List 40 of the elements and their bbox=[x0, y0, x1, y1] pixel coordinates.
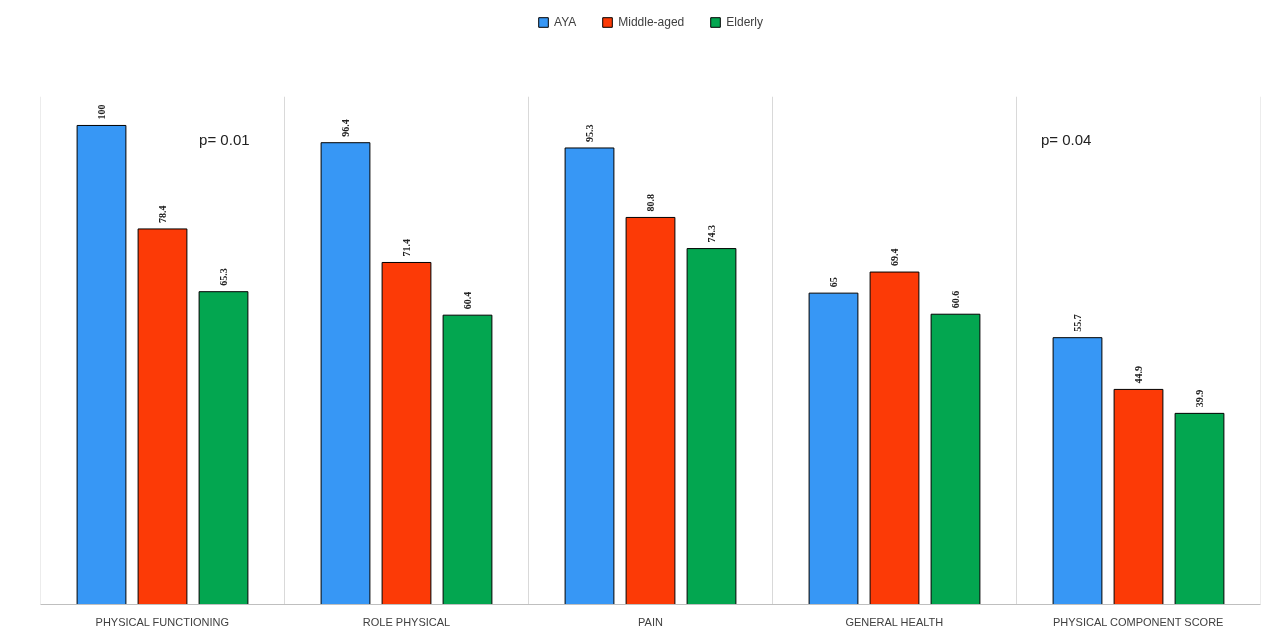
data-label: 65 bbox=[828, 277, 839, 288]
bar bbox=[808, 292, 859, 605]
annotation: p= 0.01 bbox=[199, 131, 250, 149]
data-label: 74.3 bbox=[706, 225, 717, 243]
x-tick-label: ROLE PHYSICAL bbox=[362, 615, 451, 628]
annotation: p= 0.04 bbox=[1040, 131, 1092, 149]
data-label: 80.8 bbox=[645, 193, 656, 212]
data-label: 65.3 bbox=[218, 268, 229, 286]
bar bbox=[625, 216, 676, 605]
data-label: 71.4 bbox=[401, 238, 412, 257]
bar bbox=[1113, 388, 1164, 605]
bar bbox=[1174, 412, 1225, 605]
bar bbox=[686, 248, 737, 605]
bar bbox=[564, 147, 615, 605]
bar bbox=[320, 142, 371, 605]
data-label: 60.4 bbox=[462, 291, 473, 310]
data-label: 96.4 bbox=[340, 119, 351, 137]
bar bbox=[137, 228, 188, 605]
data-label: 100 bbox=[96, 104, 107, 120]
data-label: 95.3 bbox=[584, 124, 595, 142]
bar bbox=[930, 313, 981, 605]
bar bbox=[442, 314, 493, 605]
x-tick-label: GENERAL HEALTH bbox=[845, 615, 944, 628]
data-label: 55.7 bbox=[1072, 314, 1083, 332]
x-tick-label: PHYSICAL FUNCTIONING bbox=[95, 615, 230, 628]
bar bbox=[1052, 337, 1103, 605]
x-tick-label: PHYSICAL COMPONENT SCORE bbox=[1052, 615, 1224, 628]
data-label: 60.6 bbox=[950, 290, 961, 309]
legend-label: Middle-aged bbox=[618, 15, 685, 29]
data-label: 69.4 bbox=[889, 248, 900, 267]
x-tick-label: PAIN bbox=[638, 615, 663, 628]
bar bbox=[198, 291, 249, 605]
bar bbox=[381, 261, 432, 605]
bar bbox=[76, 124, 127, 605]
legend-label: AYA bbox=[554, 15, 577, 29]
bar bbox=[869, 271, 920, 605]
data-label: 78.4 bbox=[157, 205, 168, 223]
data-label: 39.9 bbox=[1194, 389, 1205, 408]
data-label: 44.9 bbox=[1133, 365, 1144, 384]
legend-label: Elderly bbox=[726, 15, 763, 29]
